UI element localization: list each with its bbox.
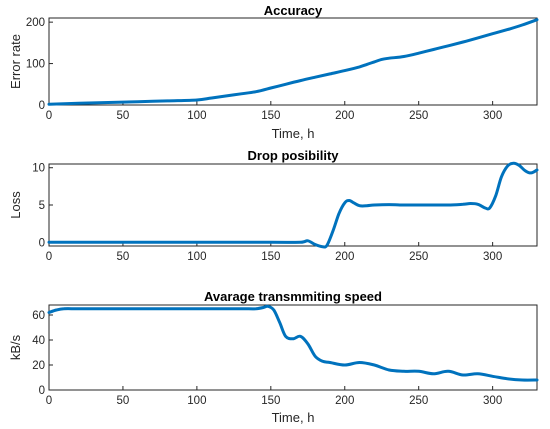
y-tick-label: 0 xyxy=(39,100,45,112)
ticks-drop-posibility: 0 50 100 150 200 250 300 0 5 10 xyxy=(32,163,502,263)
panel-transmitting-speed: Avarage transmmiting speed kB/s Time, h … xyxy=(8,289,539,425)
chart-title-transmitting-speed: Avarage transmmiting speed xyxy=(204,289,382,304)
x-tick-label: 0 xyxy=(46,251,52,263)
x-tick-label: 50 xyxy=(117,395,130,407)
y-tick-label: 0 xyxy=(39,237,45,249)
x-tick-label: 250 xyxy=(409,395,428,407)
x-tick-label: 0 xyxy=(46,395,52,407)
panel-accuracy: Accuracy Error rate Time, h 0 50 100 150 200… xyxy=(8,3,539,141)
x-axis-label-accuracy: Time, h xyxy=(272,126,315,141)
ticks-accuracy: 0 50 100 150 200 250 300 0 100 200 xyxy=(26,17,502,122)
x-tick-label: 200 xyxy=(335,251,354,263)
chart-title-accuracy: Accuracy xyxy=(264,3,323,18)
x-tick-label: 300 xyxy=(483,395,502,407)
y-tick-label: 0 xyxy=(39,385,45,397)
plot-area-transmitting-speed xyxy=(48,304,538,391)
x-tick-label: 50 xyxy=(117,251,130,263)
series-line-transmitting-speed xyxy=(47,304,539,382)
x-tick-label: 100 xyxy=(187,251,206,263)
y-axis-label-drop-posibility: Loss xyxy=(8,191,23,219)
x-tick-label: 250 xyxy=(409,251,428,263)
x-tick-label: 200 xyxy=(335,395,354,407)
y-axis-label-accuracy: Error rate xyxy=(8,34,23,89)
x-tick-label: 50 xyxy=(117,110,130,122)
x-tick-label: 150 xyxy=(261,251,280,263)
series-line-accuracy xyxy=(47,18,539,106)
y-tick-label: 5 xyxy=(39,200,45,212)
x-tick-label: 100 xyxy=(187,110,206,122)
x-tick-label: 150 xyxy=(261,395,280,407)
x-tick-label: 100 xyxy=(187,395,206,407)
y-tick-label: 10 xyxy=(32,163,45,175)
x-tick-label: 150 xyxy=(261,110,280,122)
y-tick-label: 60 xyxy=(32,310,45,322)
x-tick-label: 250 xyxy=(409,110,428,122)
plot-area-accuracy xyxy=(48,17,538,106)
series-line-drop-posibility xyxy=(47,161,539,249)
chart-title-drop-posibility: Drop posibility xyxy=(248,148,340,163)
y-axis-label-transmitting-speed: kB/s xyxy=(8,334,23,360)
x-tick-label: 300 xyxy=(483,110,502,122)
y-tick-label: 20 xyxy=(32,360,45,372)
y-tick-label: 40 xyxy=(32,335,45,347)
panel-drop-posibility: Drop posibility Loss 0 50 100 150 200 250 3000… xyxy=(8,148,539,263)
y-tick-label: 100 xyxy=(26,59,45,71)
ticks-transmitting-speed: 0 50 100 150 200 250 300 0 20 40 60 xyxy=(32,310,502,407)
x-tick-label: 0 xyxy=(46,110,52,122)
x-axis-label-transmitting-speed: Time, h xyxy=(272,410,315,425)
x-tick-label: 300 xyxy=(483,251,502,263)
x-tick-label: 200 xyxy=(335,110,354,122)
y-tick-label: 200 xyxy=(26,17,45,29)
